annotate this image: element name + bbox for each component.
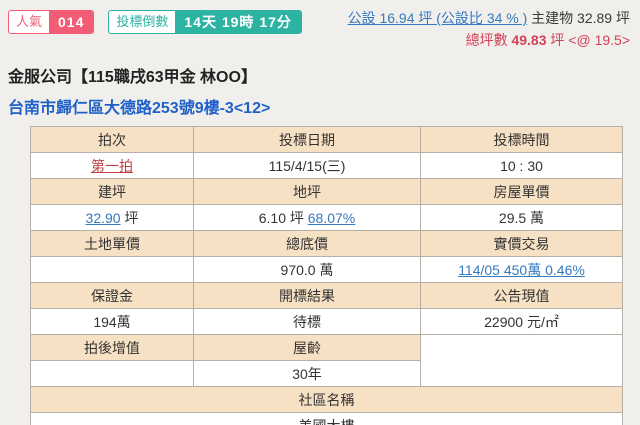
announced-value: 22900 元/㎡: [420, 308, 623, 336]
main-building-text: 主建物 32.89 坪: [531, 10, 630, 26]
community-name-value: 美國大樓: [30, 412, 623, 425]
popularity-count: 014: [49, 11, 94, 33]
empty-merged-cell: [420, 334, 623, 388]
bid-date-value: 115/4/15(三): [193, 152, 421, 180]
header-post-auction-gain: 拍後增值: [30, 334, 194, 362]
header-announced-value: 公告現值: [420, 282, 623, 310]
top-bar: 人氣 014 投標倒數 14天 19時 17分 公設 16.94 坪 (公設比 …: [0, 0, 640, 51]
building-area-cell: 32.90 坪: [30, 204, 194, 232]
house-age-value: 30年: [193, 360, 421, 388]
bid-countdown-badge: 投標倒數 14天 19時 17分: [108, 10, 302, 34]
bid-result-value: 待標: [193, 308, 421, 336]
header-building-area: 建坪: [30, 178, 194, 206]
popularity-badge: 人氣 014: [8, 10, 95, 34]
bid-countdown-label: 投標倒數: [116, 14, 169, 29]
house-unit-price-value: 29.5 萬: [420, 204, 623, 232]
header-bid-date: 投標日期: [193, 126, 421, 154]
auction-info-table: 拍次 投標日期 投標時間 第一拍 115/4/15(三) 10 : 30 建坪 …: [30, 126, 623, 425]
total-area-extra: <@ 19.5>: [568, 31, 630, 48]
building-area-unit: 坪: [124, 209, 139, 226]
total-area-value: 49.83: [511, 31, 547, 48]
bid-countdown-timer: 14天 19時 17分: [175, 11, 301, 33]
property-address: 台南市歸仁區大德路253號9樓-3<12>: [8, 100, 271, 118]
page-title: 金服公司【115職戌63甲金 林OO】: [8, 69, 257, 87]
auction-round-link[interactable]: 第一拍: [91, 157, 133, 174]
public-area-line: 公設 16.94 坪 (公設比 34 % ) 主建物 32.89 坪: [348, 8, 630, 30]
deposit-value: 194萬: [30, 308, 194, 336]
land-area-cell: 6.10 坪 68.07%: [193, 204, 421, 232]
area-summary: 公設 16.94 坪 (公設比 34 % ) 主建物 32.89 坪 總坪數 4…: [348, 8, 632, 51]
building-area-link[interactable]: 32.90: [85, 209, 121, 226]
header-community-name: 社區名稱: [30, 386, 623, 414]
header-house-unit-price: 房屋單價: [420, 178, 623, 206]
land-area-text: 6.10 坪: [258, 209, 304, 226]
header-real-price: 實價交易: [420, 230, 623, 258]
header-bid-result: 開標結果: [193, 282, 421, 310]
floor-price-value: 970.0 萬: [193, 256, 421, 284]
public-area-link[interactable]: 公設 16.94 坪 (公設比 34 % ): [347, 10, 528, 26]
total-area-line: 總坪數 49.83 坪 <@ 19.5>: [348, 30, 630, 52]
header-floor-price: 總底價: [193, 230, 421, 258]
header-auction-round: 拍次: [30, 126, 194, 154]
header-land-unit-price: 土地單價: [30, 230, 194, 258]
real-price-link[interactable]: 114/05 450萬 0.46%: [458, 261, 585, 278]
total-area-label: 總坪數: [465, 31, 508, 48]
header-deposit: 保證金: [30, 282, 194, 310]
header-bid-time: 投標時間: [420, 126, 623, 154]
land-ratio-link[interactable]: 68.07%: [307, 209, 356, 226]
badge-group: 人氣 014 投標倒數 14天 19時 17分: [8, 8, 302, 34]
total-area-unit: 坪: [550, 31, 565, 48]
popularity-label: 人氣: [16, 14, 43, 29]
bid-time-value: 10 : 30: [420, 152, 623, 180]
post-auction-gain-value: [30, 360, 194, 388]
land-unit-price-value: [30, 256, 194, 284]
header-house-age: 屋齡: [193, 334, 421, 362]
header-land-area: 地坪: [193, 178, 421, 206]
